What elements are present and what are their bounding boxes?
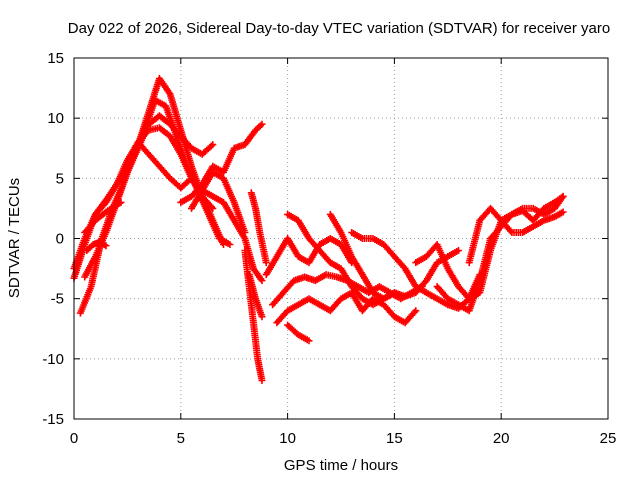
x-tick-label: 20: [493, 430, 510, 447]
series-sat-17: [284, 210, 398, 309]
grid-lines: [74, 58, 608, 419]
axis-ticks: [73, 57, 609, 420]
series-sat-22: [465, 204, 567, 267]
series-sat-12: [247, 189, 270, 267]
y-tick-label: -10: [42, 351, 64, 368]
x-tick-label: 0: [70, 430, 78, 447]
x-axis-label: GPS time / hours: [284, 457, 398, 474]
y-tick-label: 15: [47, 50, 64, 67]
y-tick-label: 5: [56, 170, 64, 187]
y-tick-label: -5: [51, 291, 64, 308]
y-tick-label: 0: [56, 231, 64, 248]
series-sat-19: [348, 229, 484, 312]
series-sat-9: [188, 168, 249, 236]
data-point-markers: [247, 189, 270, 267]
x-tick-labels: 0 5 10 15 20 25: [70, 430, 617, 447]
series-sat-11: [245, 271, 266, 321]
series-sat-6: [83, 238, 110, 254]
data-point-markers: [245, 271, 266, 321]
data-point-markers: [465, 204, 567, 267]
data-point-markers: [188, 168, 249, 236]
y-tick-label: -15: [42, 411, 64, 428]
data-point-markers: [348, 229, 484, 312]
data-point-markers: [284, 210, 398, 309]
x-tick-label: 10: [279, 430, 296, 447]
data-point-markers: [284, 321, 313, 345]
chart-title: Day 022 of 2026, Sidereal Day-to-day VTE…: [68, 20, 610, 37]
data-point-markers: [81, 198, 125, 236]
data-series-group: [70, 75, 567, 384]
y-tick-labels: -15 -10 -5 0 5 10 15: [42, 50, 64, 428]
y-axis-label: SDTVAR / TECUs: [6, 178, 23, 298]
series-sat-13: [262, 235, 356, 279]
series-sat-21: [433, 192, 567, 315]
y-tick-label: 10: [47, 110, 64, 127]
x-tick-label: 5: [177, 430, 185, 447]
x-tick-label: 25: [600, 430, 617, 447]
data-point-markers: [262, 235, 356, 279]
series-sat-16: [284, 321, 313, 345]
x-tick-label: 15: [386, 430, 403, 447]
data-point-markers: [433, 192, 567, 315]
data-point-markers: [83, 238, 110, 254]
series-sat-5: [81, 198, 125, 236]
